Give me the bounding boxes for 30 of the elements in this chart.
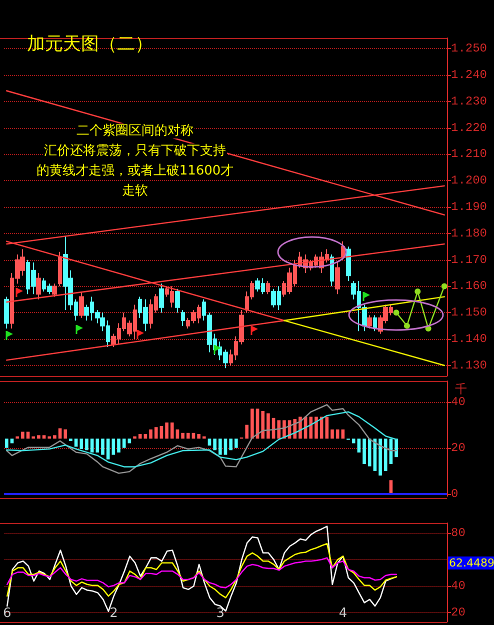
y-tick-label: 1.150 [451, 306, 488, 320]
y-tick-label: 40 [451, 394, 466, 409]
annotation: 汇价还将震荡，只有下破下支持 [44, 144, 226, 158]
y-tick-label: 1.190 [451, 200, 488, 214]
x-tick-label: 6 [2, 606, 12, 621]
y-axis-title: 千 [455, 382, 467, 396]
x-tick-label: 4 [338, 606, 348, 621]
y-tick-label: 20 [451, 606, 466, 620]
y-tick-label: 1.160 [451, 279, 488, 294]
y-tick-label: 40 [451, 579, 466, 594]
y-tick-label: 1.180 [451, 226, 488, 240]
text: 62.4489 [449, 556, 494, 570]
y-tick-label: 1.170 [451, 252, 488, 267]
y-tick-label: 20 [451, 440, 466, 455]
y-tick-label: 1.250 [451, 42, 488, 56]
y-tick-label: 80 [451, 526, 466, 540]
annotation: 二个紫圈区间的对称 [76, 124, 194, 138]
y-tick-label: 0 [451, 487, 458, 501]
y-tick-label: 1.220 [451, 120, 488, 135]
annotation: 走软 [122, 184, 148, 198]
y-tick-label: 1.200 [451, 174, 488, 188]
chart-title: 加元天图（二） [27, 34, 153, 54]
x-tick-label: 3 [216, 606, 225, 621]
y-tick-label: 1.130 [451, 358, 488, 372]
y-tick-label: 1.230 [451, 94, 488, 108]
y-tick-label: 1.140 [451, 332, 488, 346]
x-tick-label: 2 [110, 606, 118, 621]
y-tick-label: 1.240 [451, 68, 488, 82]
y-tick-label: 1.210 [451, 147, 488, 162]
annotation: 的黄线才走强，或者上破11600才 [36, 164, 234, 178]
